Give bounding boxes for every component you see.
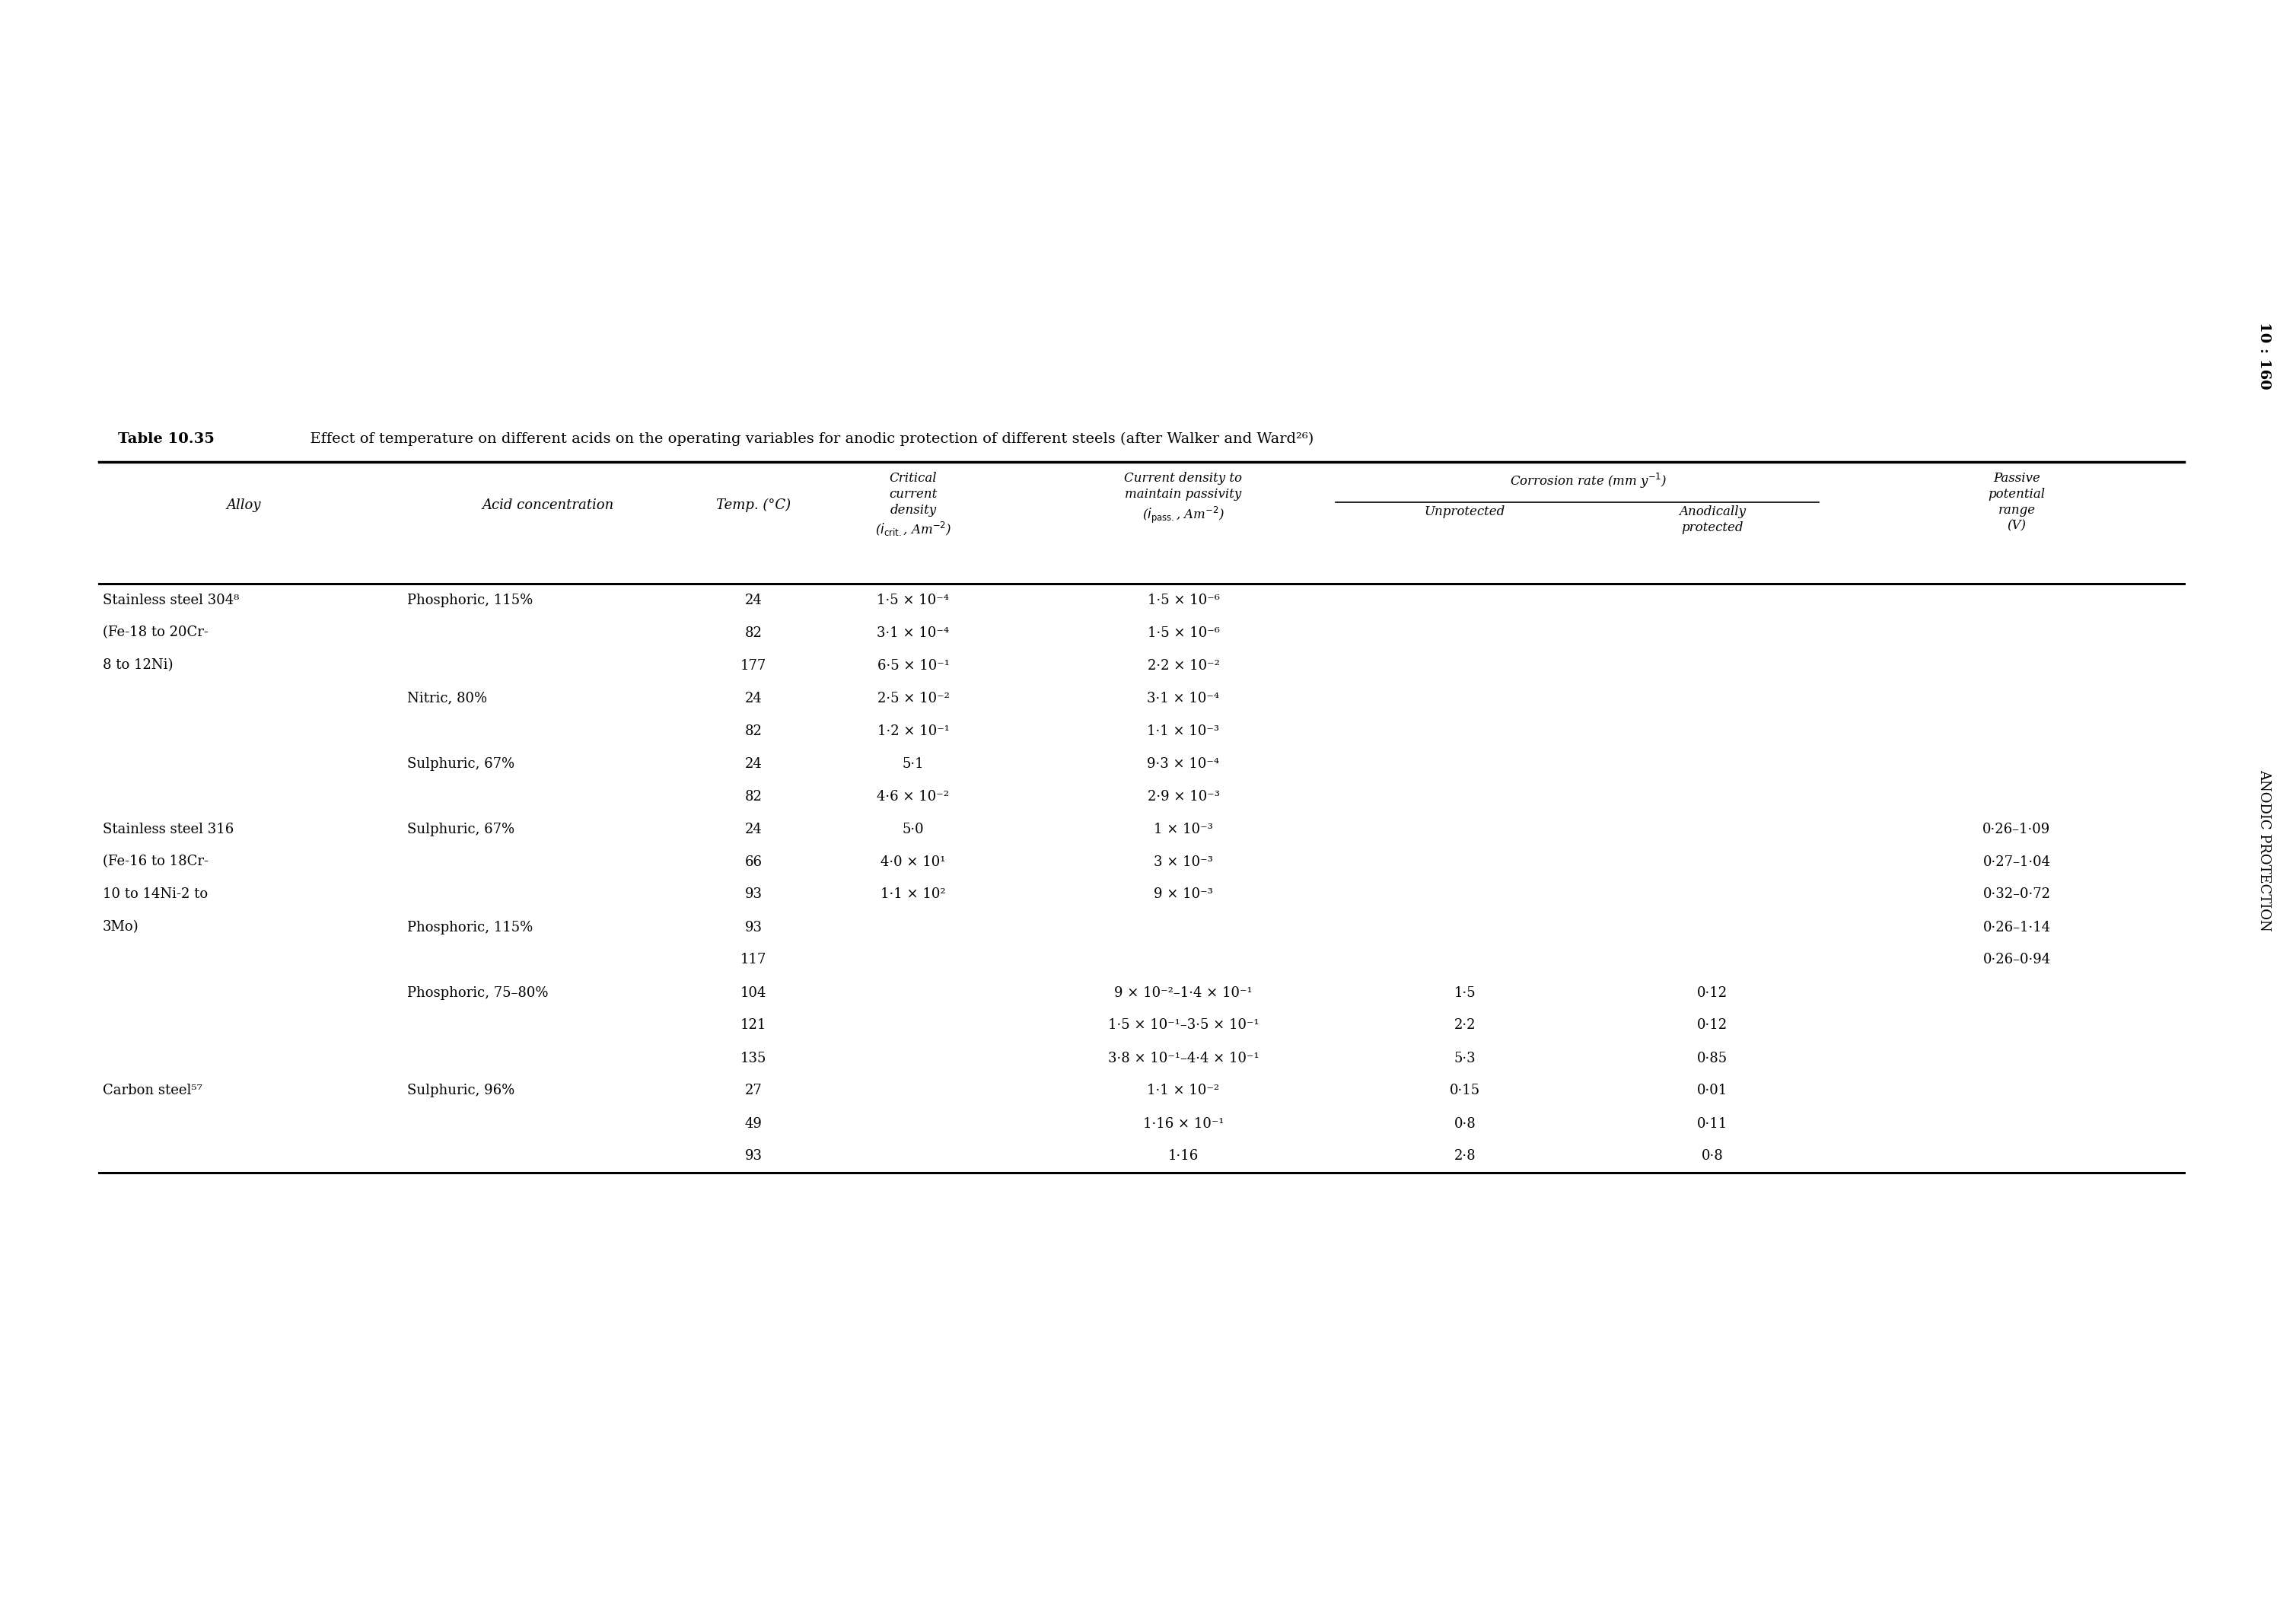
Text: 1·5 × 10⁻⁴: 1·5 × 10⁻⁴ (877, 593, 948, 607)
Text: 5·3: 5·3 (1453, 1052, 1476, 1065)
Text: 117: 117 (739, 954, 767, 967)
Text: 3Mo): 3Mo) (103, 920, 140, 934)
Text: 0·32–0·72: 0·32–0·72 (1984, 888, 2050, 902)
Text: Current density to
maintain passivity
($i_{\rm pass.}$, Am$^{-2}$): Current density to maintain passivity ($… (1125, 472, 1242, 525)
Text: 24: 24 (744, 822, 762, 836)
Text: 6·5 × 10⁻¹: 6·5 × 10⁻¹ (877, 659, 948, 672)
Text: 24: 24 (744, 757, 762, 770)
Text: 1·5 × 10⁻⁶: 1·5 × 10⁻⁶ (1148, 627, 1219, 640)
Text: 93: 93 (744, 920, 762, 934)
Text: 1·1 × 10⁻³: 1·1 × 10⁻³ (1148, 723, 1219, 738)
Text: 177: 177 (739, 659, 767, 672)
Text: 9·3 × 10⁻⁴: 9·3 × 10⁻⁴ (1148, 757, 1219, 770)
Text: 1·5 × 10⁻⁶: 1·5 × 10⁻⁶ (1148, 593, 1219, 607)
Text: Table 10.35: Table 10.35 (117, 432, 214, 446)
Text: 0·8: 0·8 (1453, 1116, 1476, 1131)
Text: 1·16: 1·16 (1169, 1150, 1199, 1163)
Text: 0·11: 0·11 (1697, 1116, 1727, 1131)
Text: 135: 135 (739, 1052, 767, 1065)
Text: Anodically
protected: Anodically protected (1678, 506, 1745, 535)
Text: 82: 82 (744, 723, 762, 738)
Text: Phosphoric, 115%: Phosphoric, 115% (406, 593, 533, 607)
Text: 0·12: 0·12 (1697, 1018, 1727, 1033)
Text: Unprotected: Unprotected (1424, 506, 1506, 519)
Text: Sulphuric, 67%: Sulphuric, 67% (406, 822, 514, 836)
Text: 82: 82 (744, 627, 762, 640)
Text: Carbon steel⁵⁷: Carbon steel⁵⁷ (103, 1084, 202, 1097)
Text: 0·26–1·14: 0·26–1·14 (1984, 920, 2050, 934)
Text: Passive
potential
range
(V): Passive potential range (V) (1988, 472, 2046, 533)
Text: 0·26–1·09: 0·26–1·09 (1984, 822, 2050, 836)
Text: 1·2 × 10⁻¹: 1·2 × 10⁻¹ (877, 723, 948, 738)
Text: 2·8: 2·8 (1453, 1150, 1476, 1163)
Text: 2·5 × 10⁻²: 2·5 × 10⁻² (877, 691, 948, 706)
Text: Phosphoric, 75–80%: Phosphoric, 75–80% (406, 986, 549, 999)
Text: 9 × 10⁻³: 9 × 10⁻³ (1155, 888, 1212, 902)
Text: Stainless steel 304⁸: Stainless steel 304⁸ (103, 593, 239, 607)
Text: 10 : 160: 10 : 160 (2257, 322, 2271, 390)
Text: 2·9 × 10⁻³: 2·9 × 10⁻³ (1148, 789, 1219, 804)
Text: Alloy: Alloy (227, 498, 262, 512)
Text: (Fe-16 to 18Cr-: (Fe-16 to 18Cr- (103, 855, 209, 868)
Text: Sulphuric, 67%: Sulphuric, 67% (406, 757, 514, 770)
Text: Nitric, 80%: Nitric, 80% (406, 691, 487, 706)
Text: (Fe-18 to 20Cr-: (Fe-18 to 20Cr- (103, 627, 209, 640)
Text: 5·1: 5·1 (902, 757, 923, 770)
Text: 104: 104 (739, 986, 767, 999)
Text: 82: 82 (744, 789, 762, 804)
Text: Temp. (°C): Temp. (°C) (716, 498, 790, 512)
Text: Critical
current
density
($i_{\rm crit.}$, Am$^{-2}$): Critical current density ($i_{\rm crit.}… (875, 472, 951, 538)
Text: 8 to 12Ni): 8 to 12Ni) (103, 659, 172, 672)
Text: 24: 24 (744, 593, 762, 607)
Text: 0·8: 0·8 (1701, 1150, 1724, 1163)
Text: 3 × 10⁻³: 3 × 10⁻³ (1155, 855, 1212, 868)
Text: 49: 49 (744, 1116, 762, 1131)
Text: 93: 93 (744, 1150, 762, 1163)
Text: Effect of temperature on different acids on the operating variables for anodic p: Effect of temperature on different acids… (301, 432, 1313, 446)
Text: 1·16 × 10⁻¹: 1·16 × 10⁻¹ (1143, 1116, 1224, 1131)
Text: 1·5 × 10⁻¹–3·5 × 10⁻¹: 1·5 × 10⁻¹–3·5 × 10⁻¹ (1107, 1018, 1258, 1033)
Text: 4·6 × 10⁻²: 4·6 × 10⁻² (877, 789, 948, 804)
Text: 0·12: 0·12 (1697, 986, 1727, 999)
Text: 2·2: 2·2 (1453, 1018, 1476, 1033)
Text: 0·01: 0·01 (1697, 1084, 1727, 1097)
Text: 0·26–0·94: 0·26–0·94 (1984, 954, 2050, 967)
Text: 27: 27 (744, 1084, 762, 1097)
Text: 1 × 10⁻³: 1 × 10⁻³ (1155, 822, 1212, 836)
Text: 9 × 10⁻²–1·4 × 10⁻¹: 9 × 10⁻²–1·4 × 10⁻¹ (1114, 986, 1254, 999)
Text: Phosphoric, 115%: Phosphoric, 115% (406, 920, 533, 934)
Text: 93: 93 (744, 888, 762, 902)
Text: 0·27–1·04: 0·27–1·04 (1984, 855, 2050, 868)
Text: 66: 66 (744, 855, 762, 868)
Text: 3·8 × 10⁻¹–4·4 × 10⁻¹: 3·8 × 10⁻¹–4·4 × 10⁻¹ (1107, 1052, 1258, 1065)
Text: 4·0 × 10¹: 4·0 × 10¹ (882, 855, 946, 868)
Text: ANODIC PROTECTION: ANODIC PROTECTION (2257, 768, 2271, 931)
Text: 3·1 × 10⁻⁴: 3·1 × 10⁻⁴ (1148, 691, 1219, 706)
Text: 1·1 × 10²: 1·1 × 10² (882, 888, 946, 902)
Text: 1·5: 1·5 (1453, 986, 1476, 999)
Text: 0·15: 0·15 (1449, 1084, 1481, 1097)
Text: 5·0: 5·0 (902, 822, 923, 836)
Text: 24: 24 (744, 691, 762, 706)
Text: 10 to 14Ni-2 to: 10 to 14Ni-2 to (103, 888, 209, 902)
Text: 2·2 × 10⁻²: 2·2 × 10⁻² (1148, 659, 1219, 672)
Text: Sulphuric, 96%: Sulphuric, 96% (406, 1084, 514, 1097)
Text: 3·1 × 10⁻⁴: 3·1 × 10⁻⁴ (877, 627, 951, 640)
Text: 121: 121 (739, 1018, 767, 1033)
Text: 1·1 × 10⁻²: 1·1 × 10⁻² (1148, 1084, 1219, 1097)
Text: Acid concentration: Acid concentration (482, 498, 613, 512)
Text: Corrosion rate (mm y$^{-1}$): Corrosion rate (mm y$^{-1}$) (1511, 472, 1667, 490)
Text: 0·85: 0·85 (1697, 1052, 1727, 1065)
Text: Stainless steel 316: Stainless steel 316 (103, 822, 234, 836)
